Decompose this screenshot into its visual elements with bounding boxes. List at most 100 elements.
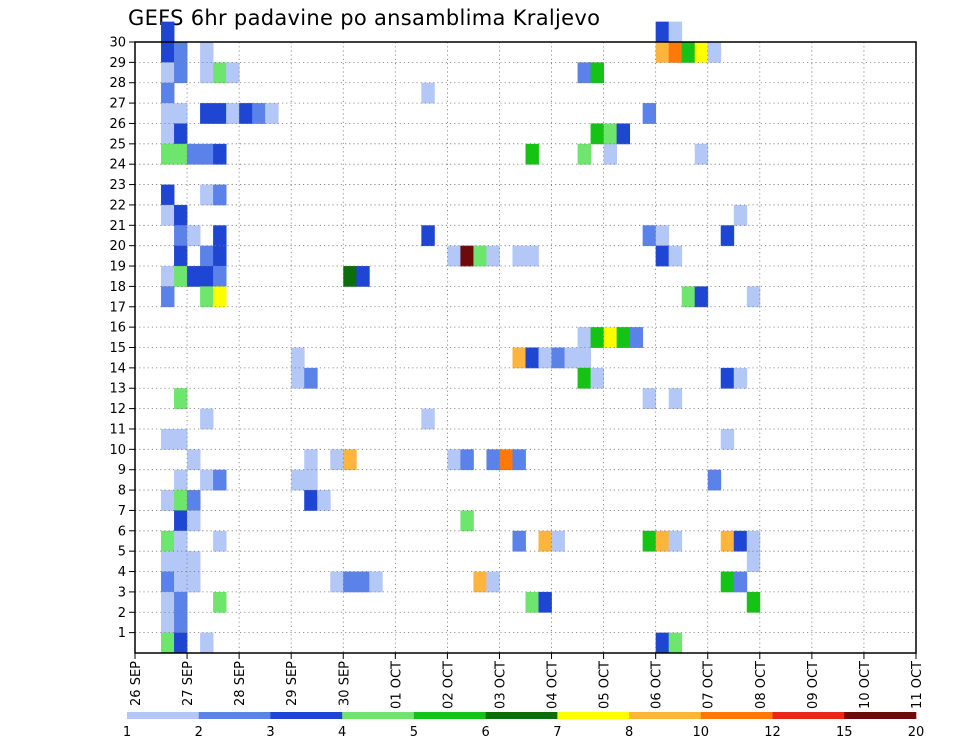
heatmap-cell: [174, 42, 188, 63]
heatmap-cell: [733, 530, 748, 552]
heatmap-cell: [174, 530, 188, 552]
heatmap-cell: [304, 367, 318, 389]
heatmap-cell: [603, 123, 618, 145]
x-tick-label: 27 SEP: [181, 661, 196, 706]
y-tick-label: 7: [118, 504, 126, 519]
heatmap-cell: [642, 225, 657, 247]
colorbar-label: 7: [553, 725, 561, 740]
y-tick-label: 23: [109, 178, 126, 193]
y-tick-label: 18: [109, 280, 126, 295]
y-tick-label: 6: [118, 524, 126, 539]
heatmap-cell: [304, 490, 318, 511]
heatmap-cell: [161, 551, 175, 572]
heatmap-cell: [720, 571, 735, 593]
heatmap-cell: [161, 103, 175, 124]
heatmap-cell: [707, 469, 722, 491]
colorbar-label: 15: [836, 725, 853, 740]
colorbar-swatch: [127, 712, 200, 719]
colorbar-swatch: [844, 712, 917, 719]
y-tick-label: 28: [109, 76, 126, 91]
heatmap-cell: [720, 530, 735, 552]
heatmap-cell: [525, 245, 539, 267]
heatmap-cell: [200, 632, 214, 654]
heatmap-cell: [200, 184, 214, 206]
heatmap-cell: [174, 591, 188, 613]
y-tick-label: 10: [109, 443, 126, 458]
heatmap-cell: [642, 103, 657, 124]
heatmap-cell: [447, 245, 461, 267]
heatmap-cell: [720, 225, 735, 247]
y-tick-label: 22: [109, 198, 126, 213]
heatmap-cell: [551, 530, 565, 552]
heatmap-cell: [668, 530, 683, 552]
colorbar-label: 12: [764, 725, 781, 740]
x-tick-label: 10 OCT: [858, 661, 873, 709]
heatmap-cell: [200, 266, 214, 287]
y-tick-label: 5: [118, 545, 126, 560]
x-tick-label: 29 SEP: [285, 661, 300, 706]
heatmap-cell: [655, 42, 670, 63]
heatmap-cell: [161, 21, 175, 43]
y-tick-label: 8: [118, 484, 126, 499]
heatmap-cell: [603, 327, 618, 348]
heatmap-cell: [161, 204, 175, 226]
heatmap-cell: [161, 571, 175, 593]
colorbar-label: 8: [625, 725, 633, 740]
y-tick-label: 19: [109, 260, 126, 275]
colorbar-label: 2: [195, 725, 203, 740]
heatmap-cell: [213, 469, 227, 491]
heatmap-cell: [486, 449, 500, 471]
heatmap-cell: [733, 204, 748, 226]
heatmap-cell: [460, 449, 474, 471]
heatmap-cell: [616, 123, 631, 145]
colorbar-label: 10: [693, 725, 710, 740]
heatmap-cell: [668, 245, 683, 267]
heatmap-cell: [226, 62, 240, 84]
heatmap-cell: [486, 571, 500, 593]
heatmap-cell: [161, 266, 175, 287]
y-tick-label: 2: [118, 606, 126, 621]
heatmap-cell: [161, 82, 175, 104]
heatmap-cell: [291, 347, 305, 369]
heatmap-cell: [486, 245, 500, 267]
y-tick-label: 16: [109, 321, 126, 336]
heatmap-cell: [187, 143, 201, 165]
heatmap-cell: [694, 286, 709, 308]
colorbar-swatch: [270, 712, 343, 719]
y-tick-label: 11: [109, 422, 126, 437]
heatmap-cell: [460, 510, 474, 532]
colorbar-swatch: [342, 712, 415, 719]
heatmap-cell: [161, 184, 175, 206]
heatmap-cell: [226, 103, 240, 124]
heatmap-cell: [304, 469, 318, 491]
heatmap-cell: [161, 612, 175, 634]
heatmap-cell: [447, 449, 461, 471]
heatmap-cell: [174, 245, 188, 267]
heatmap-cell: [161, 428, 175, 450]
heatmap-cell: [616, 327, 631, 348]
heatmap-cell: [330, 571, 344, 593]
heatmap-cell: [174, 266, 188, 287]
heatmap-cell: [577, 143, 591, 165]
heatmap-cell: [174, 510, 188, 532]
heatmap-cell: [213, 184, 227, 206]
y-tick-label: 4: [118, 565, 126, 580]
heatmap-cell: [746, 286, 761, 308]
heatmap-cell: [421, 408, 435, 430]
heatmap-cell: [174, 490, 188, 511]
heatmap-cell: [512, 449, 526, 471]
heatmap-cell: [213, 225, 227, 247]
heatmap-cell: [655, 530, 670, 552]
heatmap-cell: [187, 571, 201, 593]
heatmap-cell: [421, 225, 435, 247]
y-tick-label: 24: [109, 158, 126, 173]
heatmap-cell: [668, 21, 683, 43]
heatmap-cell: [655, 225, 670, 247]
heatmap-cell: [369, 571, 383, 593]
heatmap-cell: [174, 62, 188, 84]
heatmap-cell: [200, 143, 214, 165]
y-tick-label: 3: [118, 585, 126, 600]
heatmap-cell: [174, 632, 188, 654]
heatmap-cell: [512, 530, 526, 552]
heatmap-cell: [642, 530, 657, 552]
